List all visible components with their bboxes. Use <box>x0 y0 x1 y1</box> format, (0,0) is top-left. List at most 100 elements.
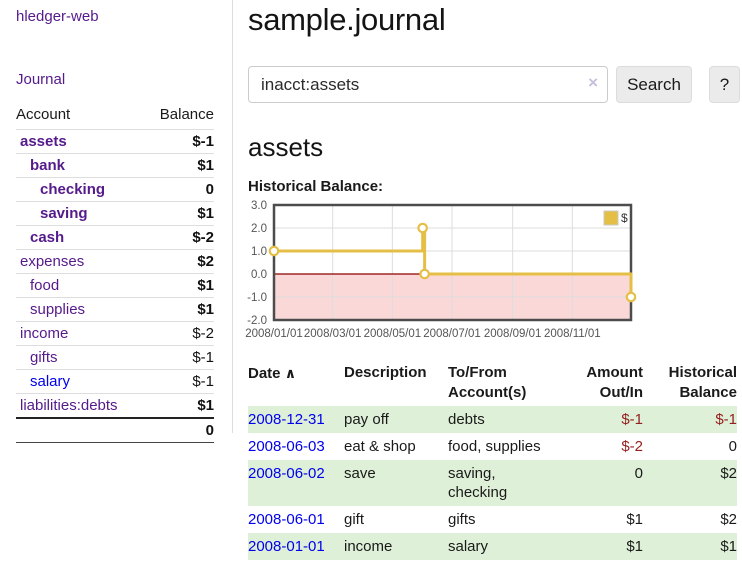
account-row: supplies $1 <box>16 297 214 322</box>
search-form: × Search ? <box>248 66 742 103</box>
sidebar-account-link[interactable]: supplies <box>30 301 86 318</box>
search-button[interactable]: Search <box>616 66 692 103</box>
svg-text:3.0: 3.0 <box>251 200 267 212</box>
accounts-total-balance: 0 <box>145 417 214 443</box>
svg-text:2008/03/01: 2008/03/01 <box>304 328 362 340</box>
transaction-accounts: gifts <box>448 511 476 528</box>
transaction-row: 2008-06-01 gift gifts $1 $2 <box>248 506 737 533</box>
transaction-balance: 0 <box>728 438 737 455</box>
sidebar-item-journal[interactable]: Journal <box>16 71 66 88</box>
transaction-accounts: salary <box>448 538 489 555</box>
svg-text:-2.0: -2.0 <box>247 315 267 327</box>
register-header-amount: Amount Out/In <box>586 364 643 401</box>
svg-text:-1.0: -1.0 <box>247 292 267 304</box>
transaction-accounts: debts <box>448 411 485 428</box>
transaction-description: eat & shop <box>344 438 416 455</box>
sidebar-account-link[interactable]: assets <box>20 133 67 150</box>
svg-text:0.0: 0.0 <box>251 269 267 281</box>
account-row: gifts $-1 <box>16 345 214 370</box>
account-row: salary $-1 <box>16 369 214 394</box>
transaction-accounts: saving, checking <box>448 465 508 501</box>
sidebar-account-balance: 0 <box>145 177 214 202</box>
search-input[interactable] <box>248 66 608 103</box>
sidebar-account-link[interactable]: salary <box>30 373 71 390</box>
transaction-amount: $-1 <box>621 411 643 428</box>
accounts-total-spacer <box>16 417 146 443</box>
transaction-accounts: food, supplies <box>448 438 541 455</box>
transaction-amount: 0 <box>634 465 643 482</box>
register-header-accounts: To/From Account(s) <box>448 364 527 401</box>
svg-text:2.0: 2.0 <box>251 223 267 235</box>
register-header-description: Description <box>344 364 427 381</box>
account-row: bank $1 <box>16 153 214 178</box>
register-header-date-label: Date <box>248 365 281 382</box>
sidebar-account-balance: $2 <box>145 249 214 274</box>
account-row: liabilities:debts $1 <box>16 393 214 418</box>
accounts-tbody: assets $-1 bank $1 checking 0 saving $1 cash $-2 e… <box>16 129 214 418</box>
sidebar-account-link[interactable]: cash <box>30 229 65 246</box>
transaction-date-link[interactable]: 2008-01-01 <box>248 538 325 555</box>
main-content: sample.journal × Search ? assets Histori… <box>245 0 742 560</box>
svg-text:2008/01/01: 2008/01/01 <box>245 328 303 340</box>
account-row: cash $-2 <box>16 225 214 250</box>
accounts-table: Account Balance assets $-1 bank $1 checking 0… <box>16 102 214 443</box>
sidebar-account-link[interactable]: income <box>20 325 69 342</box>
register-header-date[interactable]: Date ∧ <box>248 360 344 406</box>
transaction-balance: $2 <box>720 465 737 482</box>
sidebar-account-balance: $-1 <box>145 345 214 370</box>
register-table: Date ∧ Description To/From Account(s) Am… <box>248 360 737 560</box>
search-input-wrap: × <box>248 66 608 103</box>
svg-text:1.0: 1.0 <box>251 246 267 258</box>
account-row: food $1 <box>16 273 214 298</box>
account-row: assets $-1 <box>16 129 214 154</box>
account-row: expenses $2 <box>16 249 214 274</box>
sidebar-account-balance: $-2 <box>145 321 214 346</box>
svg-text:$: $ <box>621 211 628 225</box>
register-header-balance: Historical Balance <box>668 364 737 401</box>
transaction-amount: $1 <box>626 538 643 555</box>
transaction-balance: $-1 <box>715 411 737 428</box>
register-tbody: 2008-12-31 pay off debts $-1 $-1 2008-06-03 ea… <box>248 406 737 560</box>
transaction-row: 2008-01-01 income salary $1 $1 <box>248 533 737 560</box>
clear-search-icon[interactable]: × <box>588 73 598 92</box>
transaction-amount: $-2 <box>621 438 643 455</box>
help-button[interactable]: ? <box>709 66 740 103</box>
sidebar-account-link[interactable]: saving <box>40 205 88 222</box>
transaction-balance: $2 <box>720 511 737 528</box>
transaction-amount: $1 <box>626 511 643 528</box>
svg-text:2008/07/01: 2008/07/01 <box>423 328 481 340</box>
svg-text:2008/11/01: 2008/11/01 <box>544 328 601 340</box>
transaction-date-link[interactable]: 2008-06-03 <box>248 438 325 455</box>
sidebar-account-link[interactable]: food <box>30 277 60 294</box>
accounts-header-account: Account <box>16 106 71 123</box>
page-title: sample.journal <box>248 2 446 37</box>
sidebar-account-balance: $1 <box>145 297 214 322</box>
chart-container: $3.0 2.0 1.0 0.0 -1.0 -2.0 2008/01/01 2008/03/0… <box>244 200 742 344</box>
transaction-description: pay off <box>344 411 389 428</box>
app-brand-link[interactable]: hledger-web <box>16 8 99 25</box>
transaction-row: 2008-12-31 pay off debts $-1 $-1 <box>248 406 737 433</box>
account-heading: assets <box>248 132 324 162</box>
account-row: income $-2 <box>16 321 214 346</box>
register-header-row: Date ∧ Description To/From Account(s) Am… <box>248 360 737 406</box>
transaction-date-link[interactable]: 2008-06-01 <box>248 511 325 528</box>
sidebar-account-link[interactable]: expenses <box>20 253 85 270</box>
sort-ascending-icon: ∧ <box>284 365 297 381</box>
account-row: checking 0 <box>16 177 214 202</box>
transaction-date-link[interactable]: 2008-12-31 <box>248 411 325 428</box>
sidebar-account-link[interactable]: checking <box>40 181 106 198</box>
sidebar-account-balance: $-1 <box>145 369 214 394</box>
transaction-balance: $1 <box>720 538 737 555</box>
transaction-row: 2008-06-03 eat & shop food, supplies $-2 0 <box>248 433 737 460</box>
sidebar-account-link[interactable]: liabilities:debts <box>20 397 118 414</box>
sidebar-account-link[interactable]: gifts <box>30 349 58 366</box>
sidebar-account-balance: $1 <box>145 201 214 226</box>
chart-title: Historical Balance: <box>248 178 384 195</box>
sidebar-account-balance: $-2 <box>145 225 214 250</box>
transaction-row: 2008-06-02 save saving, checking 0 $2 <box>248 460 737 506</box>
account-row: saving $1 <box>16 201 214 226</box>
sidebar-account-balance: $-1 <box>145 129 214 154</box>
transaction-date-link[interactable]: 2008-06-02 <box>248 465 325 482</box>
sidebar-account-link[interactable]: bank <box>30 157 66 174</box>
